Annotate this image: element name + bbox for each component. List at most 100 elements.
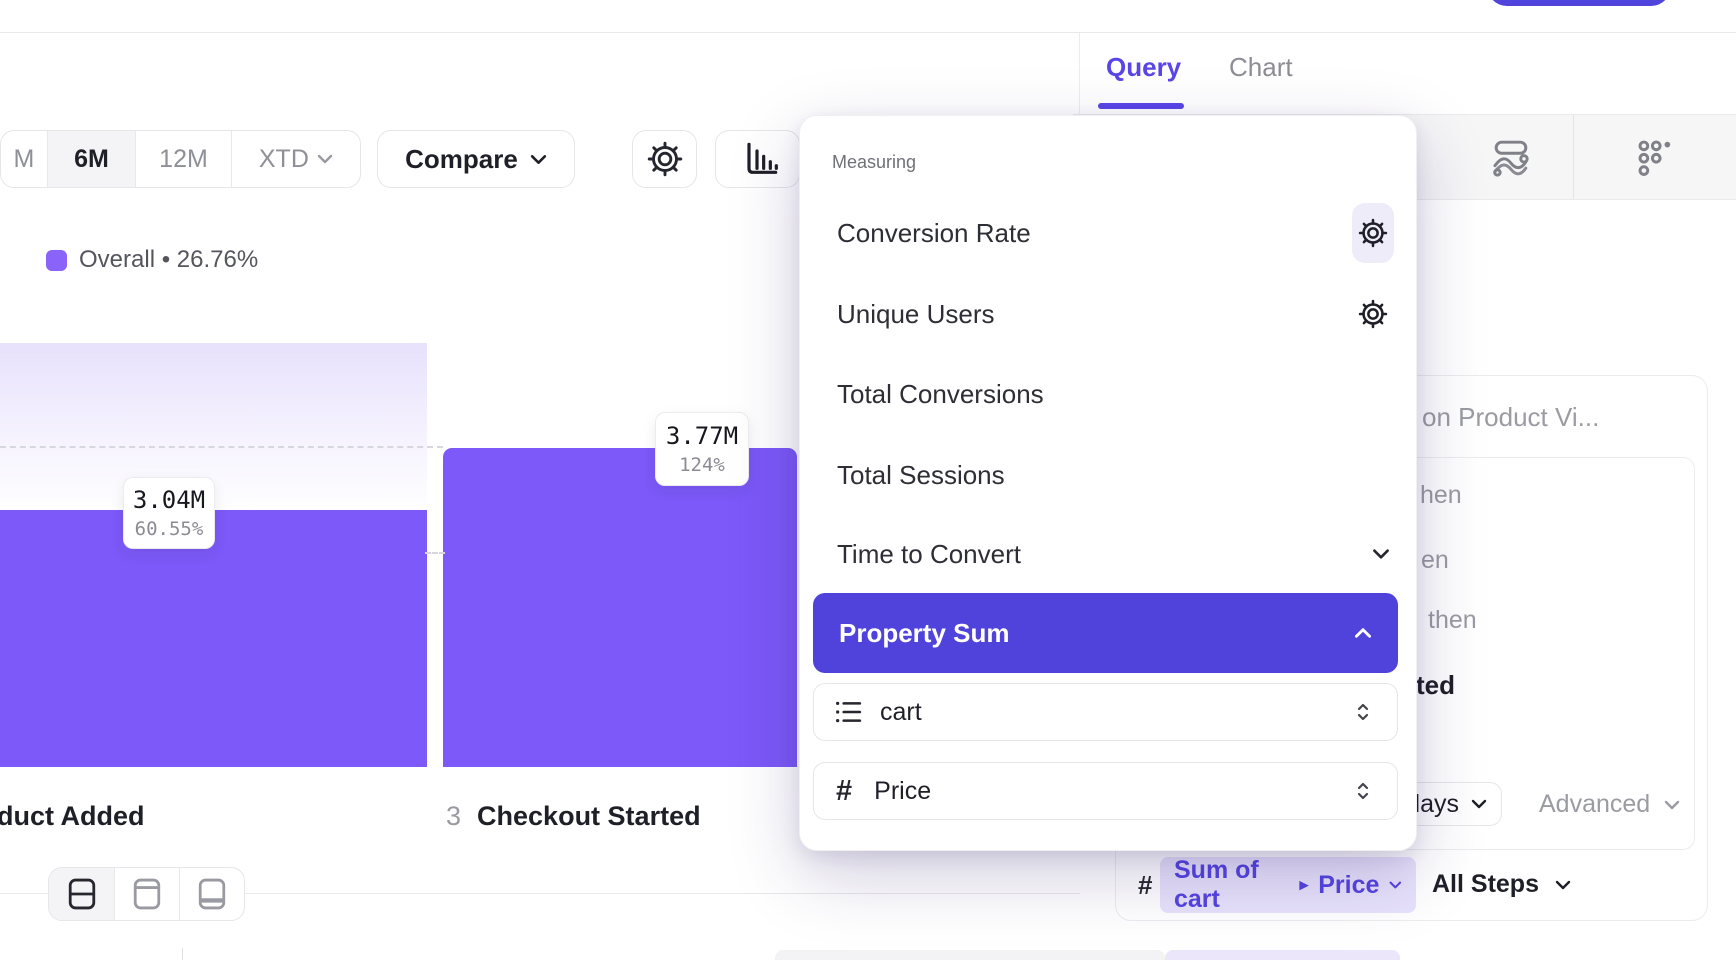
measuring-dropdown: Measuring Conversion Rate Unique Users T…	[799, 115, 1417, 851]
panel-divider	[1079, 33, 1080, 114]
funnel-percent-2: 124%	[679, 454, 725, 476]
sum-hash: #	[1138, 870, 1153, 900]
legend-value: 26.76%	[176, 246, 259, 273]
chart-settings-button[interactable]	[632, 130, 697, 188]
item-label: Total Conversions	[837, 378, 1044, 409]
primary-action-button[interactable]	[1487, 0, 1671, 6]
chip-text: Sum of cart	[1174, 856, 1259, 913]
time-range-m[interactable]: M	[13, 144, 35, 173]
tab-query-underline	[1098, 103, 1184, 109]
funnel-reference-line-1	[0, 446, 443, 448]
flows-button[interactable]	[1448, 115, 1573, 199]
legend-label: Overall • 26.76%	[79, 246, 258, 274]
compare-button[interactable]: Compare	[377, 130, 575, 188]
all-steps-label: All Steps	[1432, 870, 1539, 898]
list-icon	[836, 701, 862, 723]
conversion-rate-settings-button[interactable]	[1352, 203, 1394, 263]
funnel-bar-2[interactable]	[443, 448, 797, 767]
measuring-item-time-to-convert[interactable]: Time to Convert	[800, 521, 1416, 587]
split-rows-icon	[68, 878, 95, 910]
chart-type-button[interactable]	[715, 130, 800, 188]
sort-updown-icon	[1357, 782, 1369, 800]
topbar	[0, 0, 1736, 32]
chevron-down-icon	[1373, 549, 1389, 559]
step-name: Checkout Started	[477, 801, 701, 831]
funnel-step-label-2: duct Added	[0, 801, 145, 831]
chevron-down-icon	[530, 154, 546, 164]
funnel-bar-1[interactable]	[0, 510, 427, 767]
measuring-title: Measuring	[832, 152, 917, 172]
time-range-xtd-label: XTD	[258, 144, 309, 173]
advanced-label: Advanced	[1539, 790, 1651, 818]
step-connector-fragment-2: en	[1421, 546, 1449, 574]
funnel-reference-line-2	[425, 552, 445, 554]
legend: Overall • 26.76%	[46, 246, 258, 274]
dots-grid-icon	[1638, 140, 1670, 176]
view-toggle-split-rows[interactable]	[49, 868, 114, 920]
advanced-button[interactable]: Advanced	[1539, 790, 1680, 819]
time-range-6m[interactable]: 6M	[46, 131, 136, 187]
funnel-value-label-2: 3.77M 124%	[655, 412, 749, 486]
measuring-item-unique-users[interactable]: Unique Users	[800, 281, 1416, 347]
item-label: Unique Users	[837, 298, 995, 329]
tab-chart[interactable]: Chart	[1229, 52, 1293, 82]
measuring-item-conversion-rate[interactable]: Conversion Rate	[800, 200, 1416, 266]
property-event-value: cart	[880, 697, 922, 726]
funnel-value-2: 3.77M	[665, 422, 739, 450]
sum-of-property-chip[interactable]: Sum of cart ▸ Price	[1160, 856, 1416, 913]
flows-icon	[1492, 140, 1529, 177]
property-name-select[interactable]: # Price	[813, 762, 1398, 820]
chevron-down-icon	[1389, 881, 1402, 889]
chevron-down-icon	[1665, 800, 1680, 809]
time-range-control: M 6M 12M XTD	[0, 130, 361, 188]
holding-constant-fragment[interactable]: on Product Vi...	[1422, 402, 1600, 432]
sort-updown-icon	[1357, 703, 1369, 721]
chevron-down-icon	[1555, 880, 1571, 889]
measuring-item-total-conversions[interactable]: Total Conversions	[800, 361, 1416, 427]
table-column-divider	[182, 948, 183, 960]
view-toggle-footer-bottom[interactable]	[179, 868, 244, 920]
gear-icon	[647, 141, 682, 177]
funnel-value-1: 3.04M	[132, 486, 206, 514]
funnel-percent-1: 60.55%	[134, 518, 204, 540]
funnel-value-label-1: 3.04M 60.55%	[123, 477, 215, 549]
conversion-window-label: lays	[1414, 789, 1459, 818]
item-label: Time to Convert	[837, 538, 1021, 569]
all-steps-button[interactable]: All Steps	[1432, 870, 1571, 899]
step-name-fragment: ted	[1416, 670, 1455, 700]
table-selected-column-sliver	[1165, 950, 1400, 960]
view-toggle-header-top[interactable]	[114, 868, 179, 920]
legend-swatch	[46, 249, 67, 271]
property-name-value: Price	[874, 776, 932, 805]
chip-arrow-icon: ▸	[1299, 875, 1309, 894]
step-connector-fragment-3: then	[1428, 606, 1477, 634]
compare-label: Compare	[405, 143, 518, 174]
table-view-toggle	[48, 867, 245, 921]
item-label: Property Sum	[839, 617, 1010, 648]
time-range-xtd[interactable]: XTD	[230, 131, 360, 187]
tab-query[interactable]: Query	[1106, 52, 1182, 82]
table-top-gridline	[0, 893, 1080, 894]
item-label: Total Sessions	[837, 459, 1005, 490]
time-range-12m[interactable]: 12M	[135, 131, 230, 187]
gear-icon	[1358, 218, 1388, 248]
unique-users-settings-button[interactable]	[1352, 284, 1394, 344]
step-number: 3	[446, 801, 462, 831]
more-views-button[interactable]	[1573, 115, 1736, 199]
legend-series: Overall	[79, 246, 156, 273]
table-row-sliver	[775, 950, 1165, 960]
chevron-down-icon	[1471, 799, 1487, 809]
legend-separator: •	[161, 246, 171, 273]
item-label: Conversion Rate	[837, 217, 1031, 248]
property-event-select[interactable]: cart	[813, 683, 1398, 741]
measuring-item-property-sum[interactable]: Property Sum	[813, 593, 1398, 673]
chevron-up-icon	[1354, 628, 1372, 638]
gear-icon	[1358, 299, 1388, 329]
chip-prop: Price	[1318, 870, 1380, 899]
chevron-down-icon	[317, 154, 333, 164]
number-property-icon: #	[836, 774, 853, 807]
step-connector-fragment-1: hen	[1420, 481, 1462, 509]
footer-bottom-icon	[198, 878, 226, 910]
bar-chart-icon	[747, 142, 778, 174]
measuring-item-total-sessions[interactable]: Total Sessions	[800, 442, 1416, 508]
